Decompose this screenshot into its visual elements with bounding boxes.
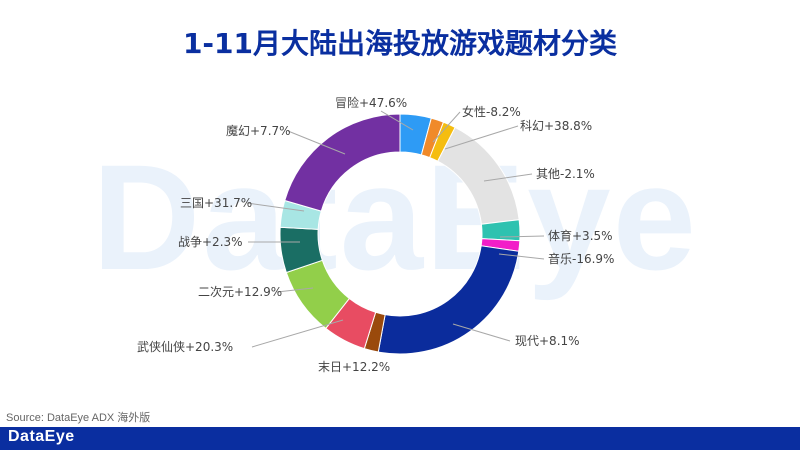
footer-logo: DataEye bbox=[8, 428, 75, 445]
slice-魔幻 bbox=[284, 113, 401, 212]
leader-line bbox=[432, 111, 461, 143]
slice-label: 现代+8.1% bbox=[515, 334, 580, 348]
footer-bar: DataEye bbox=[0, 427, 800, 450]
leader-lines bbox=[246, 110, 545, 348]
slice-label: 女性-8.2% bbox=[462, 104, 521, 119]
slice-label: 音乐-16.9% bbox=[548, 251, 614, 266]
slice-label: 末日+12.2% bbox=[318, 360, 390, 374]
watermark-logo: DataEye bbox=[92, 133, 699, 301]
leader-line bbox=[483, 173, 533, 182]
chart-title: 1-11月大陆出海投放游戏题材分类 bbox=[182, 27, 618, 60]
leader-line bbox=[287, 130, 346, 155]
leader-line bbox=[276, 287, 314, 293]
slice-label: 体育+3.5% bbox=[548, 228, 613, 243]
slice-label: 战争+2.3% bbox=[178, 235, 243, 249]
leader-line bbox=[452, 323, 511, 342]
slice-label: 武侠仙侠+20.3% bbox=[137, 340, 233, 354]
leader-line bbox=[498, 253, 545, 260]
slice-label: 其他-2.1% bbox=[536, 167, 595, 181]
leader-line bbox=[380, 110, 414, 131]
leader-line bbox=[444, 125, 519, 150]
slice-labels: 冒险+47.6% 女性-8.2%科幻+38.8% 其他-2.1% 体育+3.5% 音乐-… bbox=[137, 95, 614, 374]
leader-line bbox=[251, 319, 344, 348]
slice-label: 二次元+12.9% bbox=[198, 285, 282, 299]
donut-slices bbox=[279, 113, 521, 355]
leader-line bbox=[499, 235, 545, 238]
slice-label: 冒险+47.6% bbox=[335, 95, 407, 110]
slice-其他 bbox=[437, 126, 520, 225]
slice-label: 科幻+38.8% bbox=[520, 119, 592, 133]
leader-line bbox=[246, 202, 305, 212]
slice-label: 魔幻+7.7% bbox=[226, 123, 291, 138]
source-note: Source: DataEye ADX 海外版 bbox=[6, 412, 151, 424]
slice-label: 三国+31.7% bbox=[180, 196, 252, 210]
